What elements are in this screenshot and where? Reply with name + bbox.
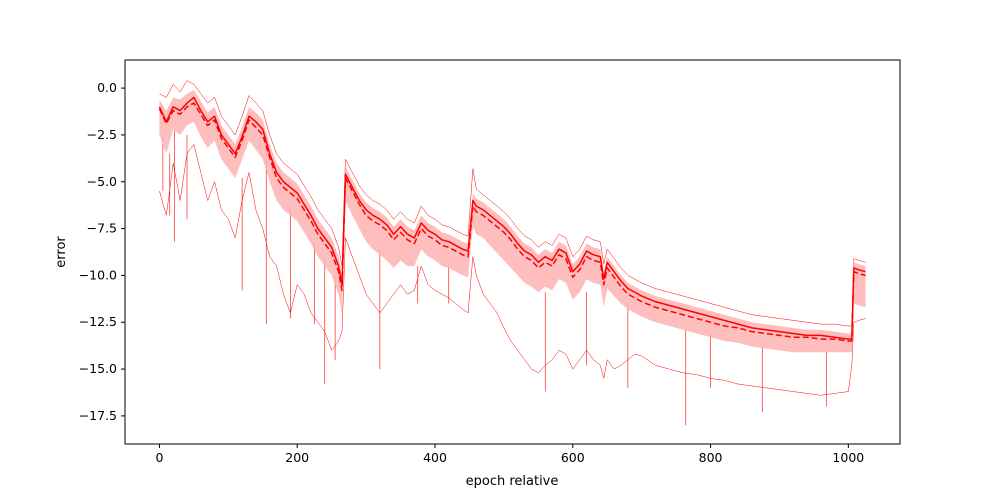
- plot-frame: [124, 59, 901, 445]
- x-axis-ticks: 0 200 400 600 800 1000: [155, 444, 864, 465]
- x-tick-label: 600: [561, 450, 585, 465]
- error-band: [159, 89, 866, 353]
- plot-area: [124, 59, 901, 445]
- thin-trace-upper: [159, 80, 866, 327]
- x-axis-label: epoch relative: [466, 474, 559, 489]
- x-tick-label: 0: [155, 450, 163, 465]
- y-tick-label: −5.0: [87, 174, 117, 189]
- x-tick-label: 1000: [832, 450, 864, 465]
- y-axis-label: error: [54, 236, 69, 268]
- y-tick-label: −7.5: [87, 221, 117, 236]
- series-layer: [158, 96, 866, 342]
- x-tick-label: 200: [285, 450, 309, 465]
- series-line-solid: [158, 96, 866, 340]
- y-tick-label: −2.5: [87, 127, 117, 142]
- y-tick-label: −10.0: [79, 267, 117, 282]
- x-tick-label: 800: [699, 450, 723, 465]
- y-tick-label: −15.0: [79, 361, 117, 376]
- y-tick-label: −17.5: [79, 408, 117, 423]
- thin-trace-lower: [159, 143, 866, 396]
- x-tick-label: 400: [423, 450, 447, 465]
- band-layer: [159, 89, 866, 353]
- series-line-dashed: [158, 102, 866, 342]
- y-tick-label: 0.0: [97, 80, 117, 95]
- y-tick-label: −12.5: [79, 314, 117, 329]
- y-axis-ticks: 0.0 −2.5 −5.0 −7.5 −10.0 −12.5 −15.0 −17.5: [79, 80, 125, 423]
